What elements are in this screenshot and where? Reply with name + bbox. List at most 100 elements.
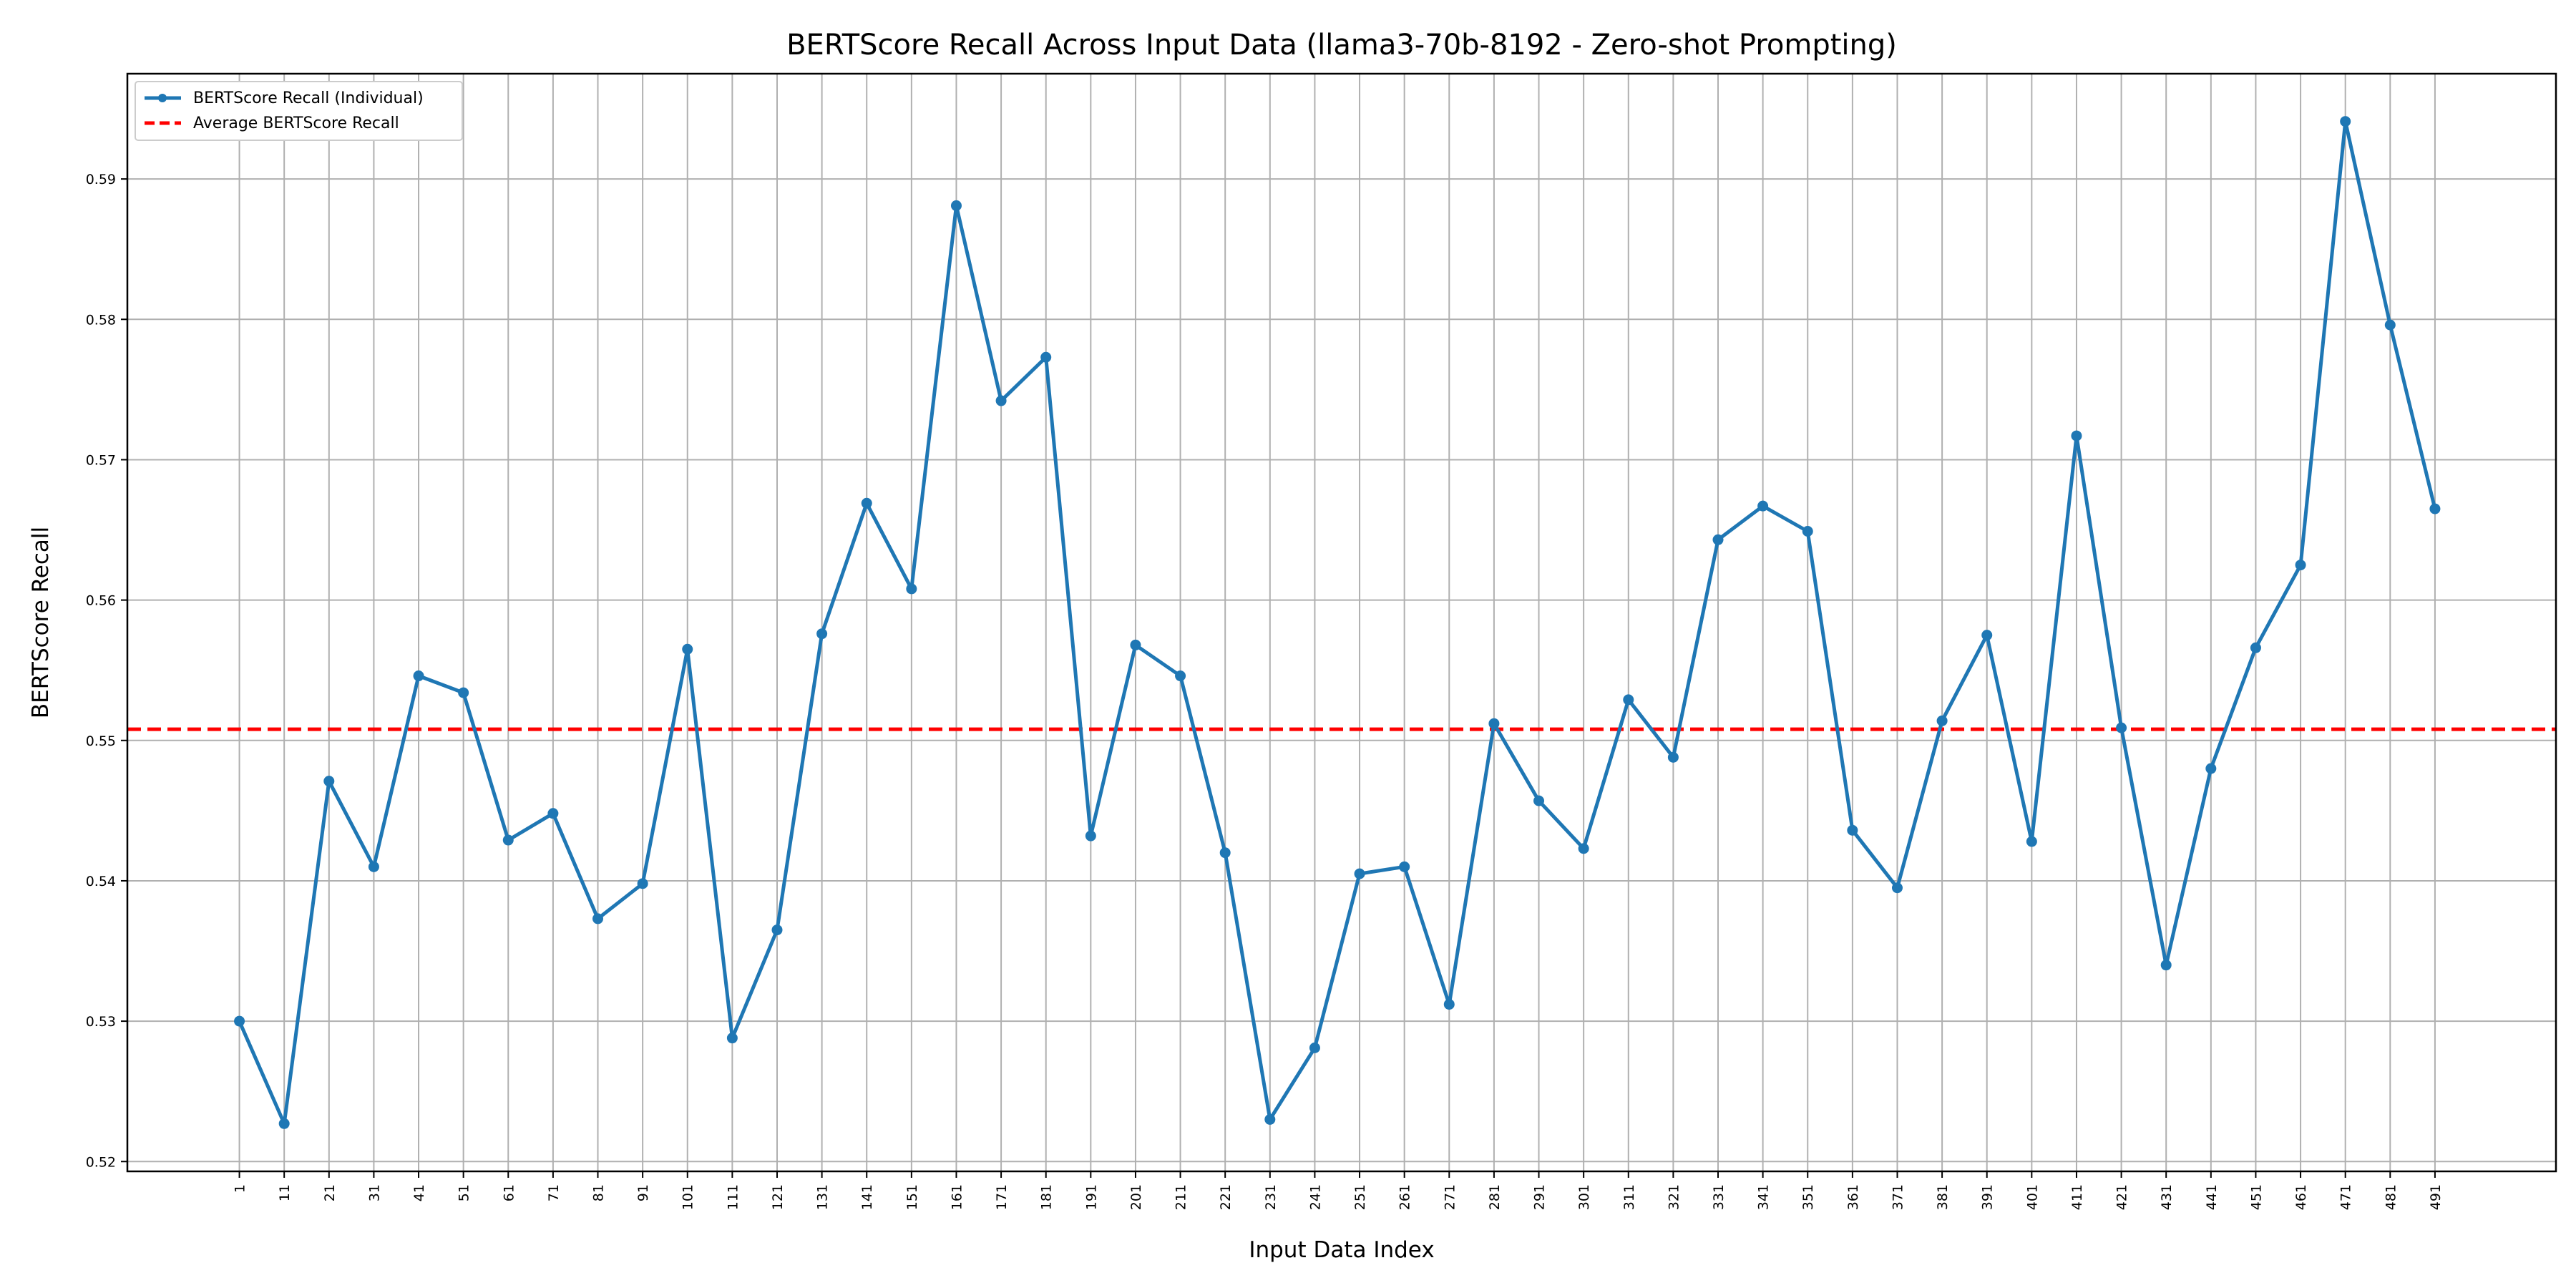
data-point	[1578, 843, 1589, 854]
y-tick-label: 0.57	[86, 452, 116, 468]
x-tick-label: 361	[1845, 1184, 1861, 1210]
x-tick-label: 61	[501, 1184, 517, 1201]
data-point	[1623, 694, 1634, 706]
data-point	[1757, 500, 1769, 512]
data-point	[502, 834, 514, 846]
data-point	[1399, 861, 1410, 872]
data-point	[1040, 351, 1052, 363]
x-tick-label: 281	[1487, 1184, 1503, 1210]
y-tick-label: 0.52	[86, 1154, 116, 1170]
x-tick-label: 41	[411, 1184, 427, 1201]
data-point	[1936, 715, 1948, 726]
data-point	[2205, 763, 2217, 774]
data-point	[368, 861, 379, 872]
y-axis-ticks: 0.52 0.53 0.54 0.55 0.56 0.57 0.58 0.59	[86, 172, 127, 1170]
x-tick-label: 311	[1621, 1184, 1637, 1210]
data-point	[1219, 847, 1231, 859]
y-tick-label: 0.54	[86, 874, 116, 889]
grid-lines	[127, 74, 2556, 1171]
data-point	[1712, 534, 1724, 545]
x-tick-label: 211	[1174, 1184, 1189, 1210]
data-point	[2340, 116, 2351, 127]
legend-box	[135, 81, 463, 141]
x-tick-label: 421	[2114, 1184, 2130, 1210]
data-point	[1802, 525, 1813, 537]
chart-title: BERTScore Recall Across Input Data (llam…	[786, 29, 1897, 62]
data-point	[413, 670, 424, 682]
x-tick-label: 471	[2338, 1184, 2354, 1210]
x-tick-label: 101	[680, 1184, 696, 1210]
x-tick-label: 151	[904, 1184, 920, 1210]
legend-label-average: Average BERTScore Recall	[193, 114, 399, 132]
x-tick-label: 21	[322, 1184, 338, 1201]
x-tick-label: 121	[770, 1184, 786, 1210]
data-point	[1667, 751, 1679, 763]
x-tick-label: 271	[1442, 1184, 1458, 1210]
x-tick-label: 341	[1756, 1184, 1772, 1210]
x-tick-label: 161	[949, 1184, 965, 1210]
y-tick-label: 0.59	[86, 172, 116, 187]
data-point	[995, 395, 1007, 406]
data-point	[2160, 960, 2172, 971]
data-point	[771, 924, 783, 936]
data-point	[1488, 718, 1500, 729]
legend-label-individual: BERTScore Recall (Individual)	[193, 89, 424, 107]
x-tick-label: 431	[2159, 1184, 2175, 1210]
x-axis-label: Input Data Index	[1249, 1237, 1434, 1263]
data-points	[234, 116, 2441, 1129]
y-tick-label: 0.53	[86, 1014, 116, 1030]
data-point	[2250, 642, 2261, 653]
y-tick-label: 0.58	[86, 312, 116, 328]
y-tick-label: 0.55	[86, 733, 116, 749]
data-point	[950, 200, 962, 211]
y-axis-label: BERTScore Recall	[28, 527, 54, 718]
data-point	[906, 583, 917, 595]
x-tick-label: 481	[2383, 1184, 2399, 1210]
data-point	[2071, 430, 2082, 441]
x-tick-label: 321	[1666, 1184, 1682, 1210]
data-point	[816, 628, 828, 640]
data-point	[682, 643, 693, 655]
x-tick-label: 401	[2024, 1184, 2040, 1210]
x-tick-label: 391	[1980, 1184, 1996, 1210]
data-point	[234, 1015, 245, 1027]
x-tick-label: 171	[994, 1184, 1010, 1210]
series-line-individual	[238, 119, 2437, 1126]
data-point	[861, 497, 872, 509]
x-tick-label: 131	[815, 1184, 831, 1210]
data-point	[1443, 999, 1455, 1010]
data-point	[547, 808, 559, 819]
x-tick-label: 81	[591, 1184, 607, 1201]
data-point	[1354, 868, 1365, 879]
x-tick-label: 291	[1532, 1184, 1548, 1210]
x-tick-label: 461	[2293, 1184, 2309, 1210]
data-point	[2384, 319, 2396, 331]
data-point	[458, 687, 469, 698]
data-point	[1264, 1113, 1276, 1125]
data-point	[323, 776, 335, 787]
x-tick-label: 91	[635, 1184, 651, 1201]
x-tick-label: 111	[725, 1184, 741, 1210]
x-tick-label: 331	[1711, 1184, 1727, 1210]
data-point	[1130, 639, 1141, 650]
x-tick-label: 221	[1218, 1184, 1234, 1210]
x-tick-label: 351	[1800, 1184, 1816, 1210]
data-point	[2116, 722, 2127, 733]
data-point	[1085, 830, 1096, 841]
data-point	[726, 1033, 738, 1044]
data-point	[637, 878, 648, 889]
x-tick-label: 141	[859, 1184, 875, 1210]
x-tick-label: 231	[1263, 1184, 1279, 1210]
legend-marker-individual	[158, 94, 167, 102]
data-point	[2429, 503, 2441, 514]
data-point	[2026, 836, 2037, 847]
x-tick-label: 371	[1890, 1184, 1906, 1210]
x-tick-label: 181	[1039, 1184, 1055, 1210]
x-tick-label: 71	[546, 1184, 562, 1201]
x-tick-label: 381	[1935, 1184, 1951, 1210]
data-point	[1309, 1042, 1320, 1053]
y-tick-label: 0.56	[86, 593, 116, 609]
x-tick-label: 201	[1128, 1184, 1144, 1210]
